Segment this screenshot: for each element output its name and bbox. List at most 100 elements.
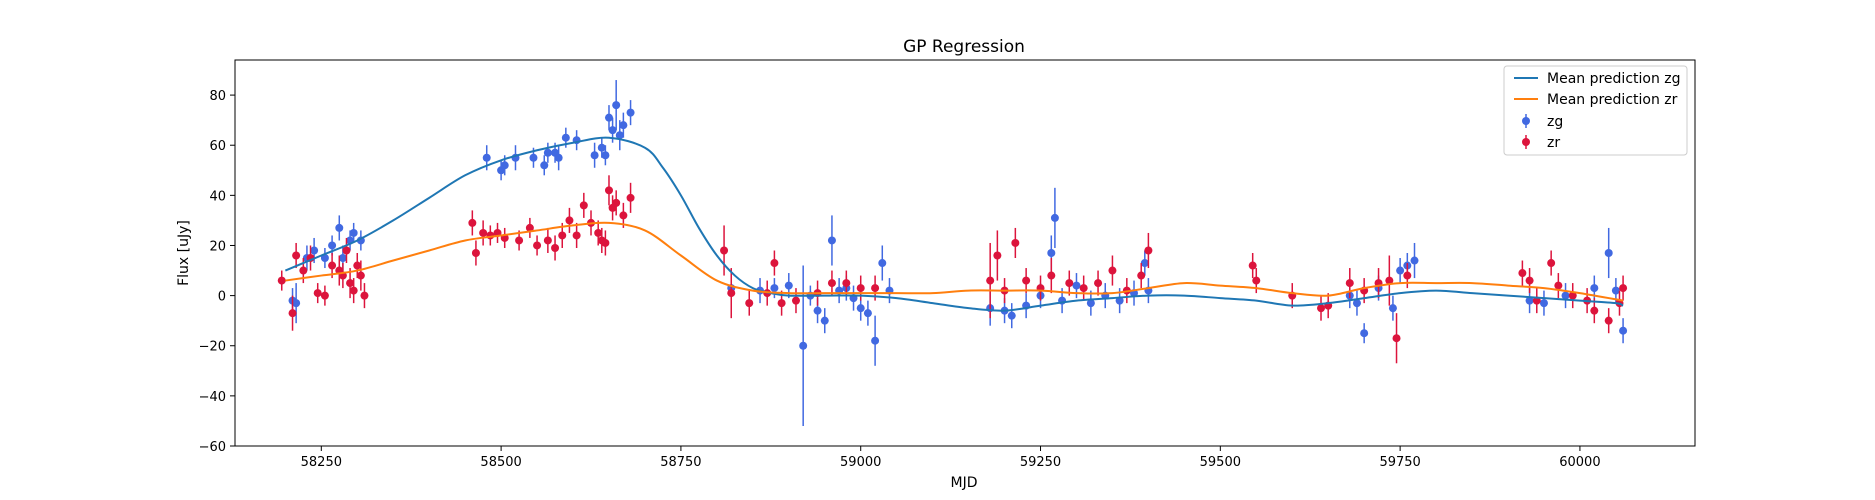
data-point [342,246,351,255]
data-point [346,279,355,288]
legend-label-zr-points: zr [1547,135,1560,151]
data-point [1568,291,1577,300]
data-point [1604,249,1613,257]
data-point [561,133,570,142]
plot-area: 58250 58500 58750 59000 59250 59500 59750 60000… [199,59,1696,470]
data-point [1108,266,1117,275]
data-point [1094,279,1103,288]
data-point [1140,259,1149,268]
y-tick-label: 60 [209,139,226,154]
data-point [827,279,836,288]
data-point [579,201,588,210]
series-zr-points [277,175,1628,364]
y-axis-ticks: −60 −40 −20 0 20 40 60 80 [199,89,235,455]
data-point [1011,238,1020,247]
data-point [1345,279,1354,288]
legend-box [1503,65,1688,156]
data-point [1525,276,1534,285]
data-point [1547,259,1556,268]
data-point [277,276,286,285]
data-point [594,228,603,237]
data-point [1360,329,1369,338]
data-point [310,246,319,255]
data-point [1611,286,1620,295]
data-point [515,236,524,245]
data-point [993,251,1002,260]
legend-swatch-zr-marker [1522,138,1530,146]
data-point [1590,284,1599,293]
data-point [1410,256,1419,265]
x-tick-label: 59500 [1200,455,1241,470]
legend-swatch-zg-marker [1522,117,1530,125]
data-point [770,284,779,293]
data-point [1561,291,1570,300]
data-point [878,259,887,268]
data-point [353,261,362,270]
x-tick-label: 58250 [301,455,342,470]
x-tick-label: 58750 [660,455,701,470]
data-point [820,316,829,325]
data-point [486,231,495,240]
data-point [1396,266,1405,275]
data-point [986,276,995,285]
data-point [1590,306,1599,315]
data-point [1539,299,1548,308]
legend: Mean prediction zg Mean prediction zr zg… [1503,65,1688,156]
data-point [601,238,610,247]
y-tick-label: −20 [199,340,226,355]
data-point [619,211,628,220]
data-point [871,284,880,293]
x-tick-label: 59250 [1020,455,1061,470]
data-point [604,186,613,195]
y-tick-label: 20 [209,239,226,254]
data-point [551,243,560,252]
data-point [292,251,301,260]
data-point [601,151,610,160]
data-point [1072,281,1081,290]
legend-label-zr-line: Mean prediction zr [1547,92,1678,108]
data-point [1065,279,1074,288]
data-point [360,291,369,300]
data-point [1352,299,1361,308]
data-point [572,231,581,240]
data-point [871,336,880,345]
data-point [335,223,344,232]
data-point [540,161,549,170]
y-tick-label: −60 [199,440,226,455]
data-point [543,236,552,245]
data-point [288,309,297,318]
data-point [608,126,617,135]
data-point [784,281,793,290]
data-point [320,254,329,263]
data-point [1403,271,1412,280]
data-point [1525,296,1534,305]
data-point [745,299,754,308]
data-point [799,341,808,350]
data-point [1248,261,1257,270]
series-zg-points [288,80,1628,426]
data-point [533,241,542,250]
data-point [1619,284,1628,293]
data-point [1252,276,1261,285]
data-point [1144,246,1153,255]
data-point [1086,299,1095,308]
chart-title: GP Regression [903,37,1025,57]
data-point [328,241,337,250]
x-tick-label: 59000 [840,455,881,470]
data-point [1137,271,1146,280]
data-point [479,228,488,237]
data-point [1619,326,1628,335]
data-point [529,153,538,162]
data-point [1388,304,1397,313]
data-point [827,236,836,245]
data-point [356,271,365,280]
data-point [1022,276,1031,285]
data-point [1047,249,1056,257]
x-tick-label: 59750 [1379,455,1420,470]
series-line-mean-prediction-zr [285,221,1624,302]
data-point [471,249,480,257]
data-point [320,291,329,300]
data-point [615,131,624,140]
axes-frame [234,59,1696,447]
